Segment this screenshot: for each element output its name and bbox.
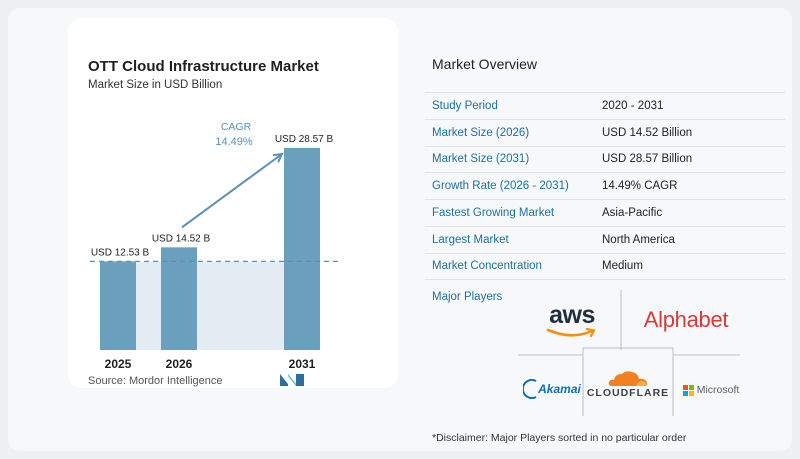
cloudflare-cloud-icon [608, 371, 648, 386]
cagr-arrowhead [272, 152, 284, 163]
infographic-card: OTT Cloud Infrastructure Market Market S… [8, 8, 792, 451]
source-note: Source: Mordor Intelligence [88, 375, 223, 387]
akamai-swoosh-icon [523, 379, 537, 399]
baseline-band [100, 261, 320, 350]
overview-row: Largest Market North America [425, 225, 785, 253]
bar-chart: USD 12.53 B 2025 USD 14.52 B 2026 USD 28.57 … [90, 121, 338, 371]
overview-row: Fastest Growing Market Asia-Pacific [425, 199, 785, 226]
cagr-label: CAGR [221, 121, 252, 133]
market-overview-title: Market Overview [432, 56, 538, 72]
overview-label: Study Period [432, 99, 498, 112]
cloudflare-logo: CLOUDFLARE [584, 364, 672, 404]
overview-row: Market Size (2031) USD 28.57 Billion [425, 145, 785, 173]
overview-label: Market Size (2031) [432, 153, 530, 166]
microsoft-logo: Microsoft [676, 380, 746, 400]
chart-title: OTT Cloud Infrastructure Market [88, 58, 319, 75]
overview-row: Market Size (2026) USD 14.52 Billion [425, 118, 785, 146]
overview-label: Largest Market [432, 233, 509, 246]
logo-grid-lines [518, 290, 740, 416]
aws-logo-text: aws [549, 301, 595, 329]
cagr-value: 14.49% [215, 136, 253, 148]
akamai-logo-text: Akamai [538, 382, 581, 396]
bar [100, 261, 136, 350]
cagr-arrow [181, 153, 283, 229]
overview-value: Medium [602, 260, 643, 273]
overview-value: 14.49% CAGR [602, 180, 678, 193]
microsoft-squares-icon [682, 384, 694, 396]
overview-row: Market Concentration Medium [425, 252, 785, 280]
overview-value: USD 28.57 Billion [602, 153, 693, 166]
chart-subtitle: Market Size in USD Billion [88, 79, 223, 91]
chart-panel: OTT Cloud Infrastructure Market Market S… [68, 18, 398, 388]
data-label: USD 14.52 B [152, 233, 211, 244]
overview-table: Study Period 2020 - 2031 Market Size (20… [425, 92, 785, 280]
overview-value: North America [602, 233, 675, 246]
data-label: USD 28.57 B [275, 134, 334, 145]
x-tick-label: 2031 [289, 357, 316, 371]
overview-value: 2020 - 2031 [602, 99, 664, 112]
microsoft-logo-text: Microsoft [696, 384, 740, 396]
overview-value: USD 14.52 Billion [602, 126, 693, 139]
akamai-logo: Akamai [522, 374, 582, 404]
bar [161, 247, 197, 350]
x-tick-label: 2025 [105, 357, 132, 371]
mordor-intelligence-logo [280, 372, 304, 391]
overview-label: Market Size (2026) [432, 126, 530, 139]
overview-label: Growth Rate (2026 - 2031) [432, 180, 569, 193]
overview-label: Fastest Growing Market [432, 207, 555, 220]
overview-value: Asia-Pacific [602, 207, 663, 220]
x-tick-label: 2026 [166, 357, 193, 371]
overview-label: Market Concentration [432, 260, 542, 273]
overview-row: Study Period 2020 - 2031 [425, 92, 785, 119]
major-players-label: Major Players [432, 291, 503, 303]
aws-logo: aws [532, 296, 612, 344]
overview-row: Growth Rate (2026 - 2031) 14.49% CAGR [425, 172, 785, 199]
players-logo-grid: aws Alphabet Akamai CLOUDFLARE [518, 290, 748, 418]
alphabet-logo: Alphabet [630, 302, 742, 338]
bar [284, 148, 320, 350]
aws-smile-icon [546, 328, 596, 338]
cloudflare-logo-text: CLOUDFLARE [586, 387, 670, 399]
disclaimer: *Disclaimer: Major Players sorted in no … [432, 432, 687, 444]
alphabet-logo-text: Alphabet [643, 307, 729, 332]
data-label: USD 12.53 B [91, 247, 150, 258]
